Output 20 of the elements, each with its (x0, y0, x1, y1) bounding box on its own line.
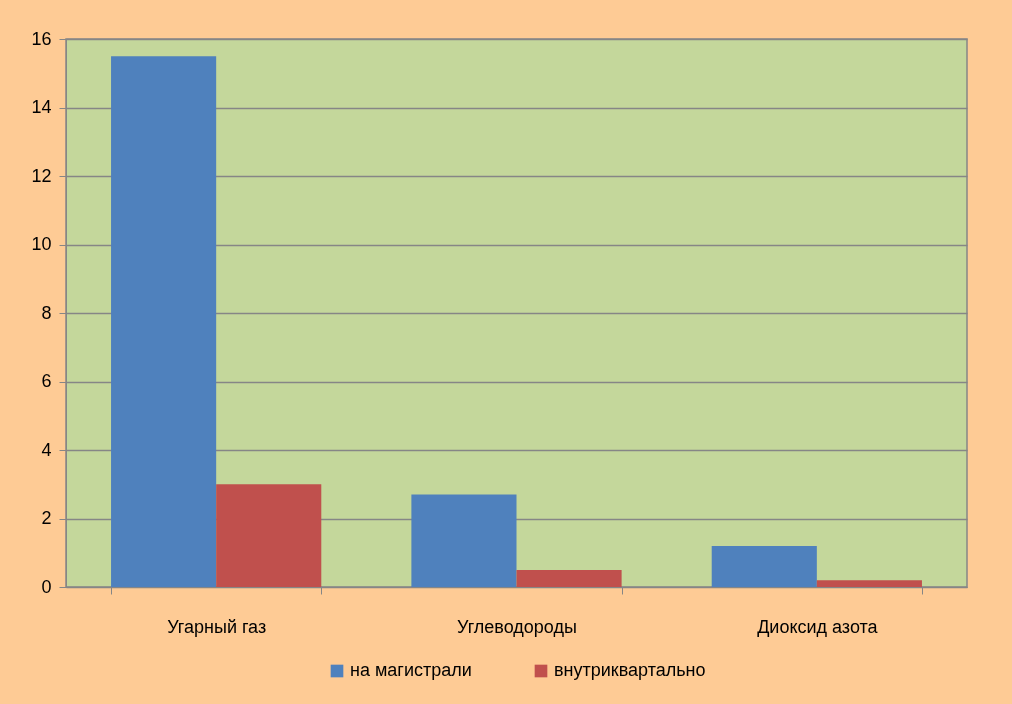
bar (111, 56, 217, 587)
y-tick-label: 4 (41, 439, 52, 460)
y-tick-label: 0 (41, 576, 52, 597)
bar (411, 494, 517, 587)
bar (516, 569, 622, 587)
y-tick-label: 8 (41, 302, 52, 323)
x-tick-label: Угарный газ (167, 616, 267, 637)
y-tick-label: 16 (31, 28, 52, 49)
legend-label: на магистрали (350, 660, 472, 680)
bar (711, 545, 817, 587)
y-tick-label: 12 (31, 165, 52, 186)
legend-label: внутриквартально (554, 660, 706, 680)
bar (216, 484, 322, 587)
y-tick-label: 2 (41, 508, 52, 528)
y-tick-label: 6 (41, 371, 52, 391)
x-tick-label: Диоксид азота (757, 616, 879, 637)
x-tick-label: Углеводороды (457, 616, 577, 637)
bar (816, 580, 922, 587)
y-tick-label: 14 (31, 97, 52, 117)
y-tick-label: 10 (31, 234, 52, 254)
